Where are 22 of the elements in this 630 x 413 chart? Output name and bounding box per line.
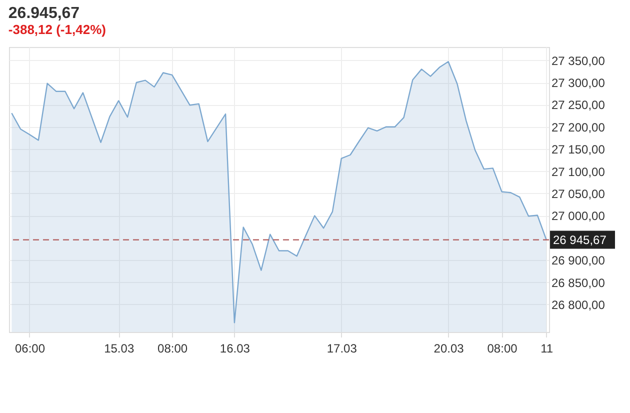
x-tick-label: 06:00	[14, 342, 46, 356]
x-tick-label: 20.03	[434, 342, 464, 356]
y-tick-label: 26 900,00	[552, 254, 606, 268]
x-tick-label: 08:00	[158, 342, 188, 356]
y-tick-label: 27 000,00	[552, 209, 606, 224]
y-tick-label: 27 150,00	[552, 142, 606, 157]
ref-line-label: 26 945,67	[553, 232, 607, 247]
y-tick-label: 26 800,00	[552, 298, 606, 312]
y-tick-label: 27 300,00	[552, 76, 606, 90]
chart-title: 26.945,67	[8, 5, 80, 22]
y-tick-label: 26 850,00	[552, 276, 606, 290]
y-tick-label: 27 100,00	[552, 164, 606, 179]
x-tick-label: 17.03	[326, 342, 358, 356]
y-tick-label: 27 350,00	[552, 54, 606, 68]
chart-subtitle: -388,12 (-1,42%)	[8, 22, 106, 37]
x-tick-label: 11	[540, 342, 554, 356]
x-tick-label: 16.03	[220, 342, 250, 356]
x-tick-label: 15.03	[104, 342, 134, 356]
y-tick-label: 27 050,00	[552, 186, 606, 201]
y-tick-label: 27 200,00	[552, 120, 606, 134]
y-tick-label: 27 250,00	[552, 98, 606, 112]
x-tick-label: 08:00	[487, 342, 518, 356]
